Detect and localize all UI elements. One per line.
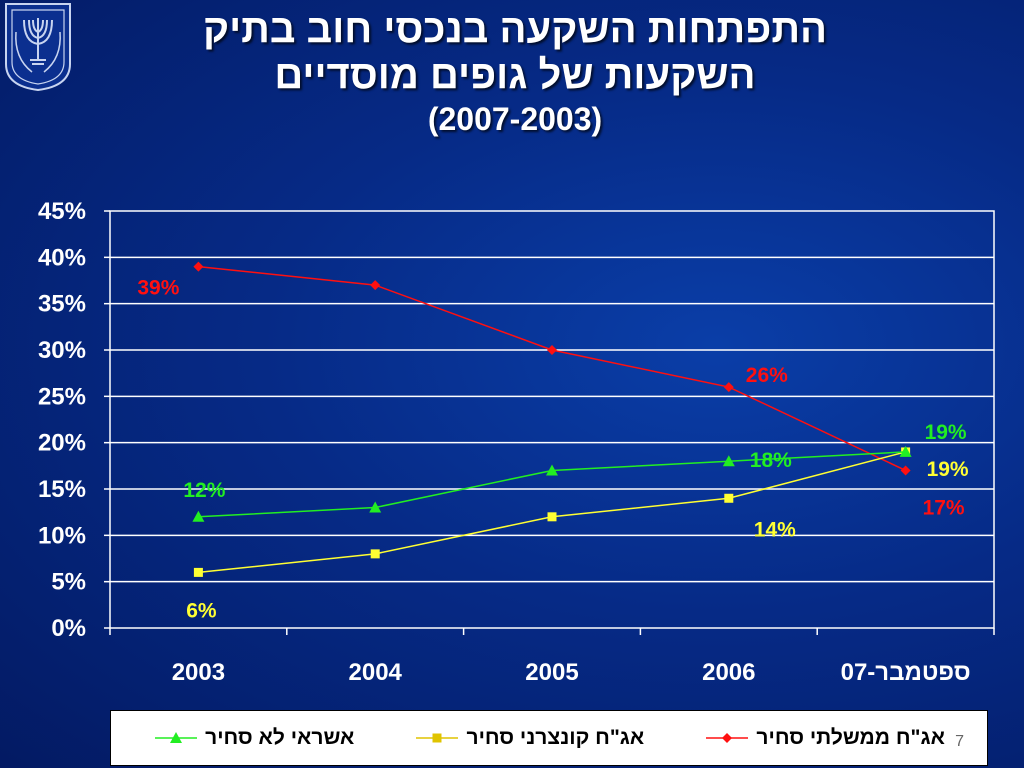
- data-point-0-0: [193, 261, 204, 272]
- slide-title: התפתחות השקעה בנכסי חוב בתיק השקעות של ג…: [110, 6, 920, 140]
- y-tick-label: 30%: [38, 337, 86, 364]
- y-tick-label: 45%: [38, 198, 86, 225]
- data-label-1-3: 14%: [754, 518, 796, 541]
- legend-key-0: [706, 733, 749, 743]
- series-line-2: [198, 451, 906, 518]
- data-label-2-4: 19%: [925, 421, 967, 444]
- data-point-1-3: [724, 493, 734, 503]
- data-point-0-2: [547, 345, 557, 355]
- y-tick-label: 40%: [38, 244, 86, 271]
- x-tick-label: 2006: [702, 659, 755, 686]
- chart-legend: אג"ח ממשלתי סחיר אג"ח קונצרני סחיר אשראי ל…: [110, 710, 988, 766]
- data-point-2-0: [192, 510, 205, 522]
- state-emblem: [5, 3, 71, 92]
- legend-label-1: אג"ח קונצרני סחיר: [466, 726, 645, 749]
- x-tick-label: 2005: [525, 659, 578, 686]
- data-label-0-0: 39%: [137, 277, 179, 300]
- plot-area: [109, 210, 995, 629]
- data-point-2-1: [369, 501, 382, 513]
- data-label-0-3: 26%: [746, 364, 788, 387]
- data-label-1-0: 6%: [186, 599, 217, 622]
- y-tick-label: 20%: [38, 430, 86, 457]
- y-tick-label: 0%: [51, 615, 86, 642]
- x-tick-label: 2003: [172, 659, 225, 686]
- data-point-0-1: [370, 280, 381, 291]
- data-point-1-2: [547, 512, 557, 522]
- y-tick-label: 10%: [38, 522, 86, 549]
- y-tick-label: 15%: [38, 476, 86, 503]
- title-line-2: השקעות של גופים מוסדיים: [274, 53, 756, 97]
- data-label-2-3: 18%: [750, 449, 792, 472]
- data-point-2-4: [899, 445, 912, 457]
- title-line-3: (2007-2003): [427, 101, 603, 137]
- data-point-1-0: [193, 567, 203, 577]
- data-label-2-0: 12%: [183, 479, 225, 502]
- title-line-1: התפתחות השקעה בנכסי חוב בתיק: [202, 7, 828, 51]
- legend-key-2: [155, 732, 198, 743]
- x-tick-label: 2004: [349, 659, 403, 686]
- legend-item-1: אג"ח קונצרני סחיר: [414, 726, 644, 750]
- legend-key-1: [416, 733, 459, 743]
- page-number: 7: [955, 733, 964, 750]
- legend-label-0: אג"ח ממשלתי סחיר: [756, 726, 945, 749]
- x-tick-label: ספטמבר-07: [841, 659, 971, 686]
- y-tick-label: 35%: [38, 291, 86, 318]
- data-label-1-4: 19%: [927, 458, 969, 481]
- legend-label-2: אשראי לא סחיר: [205, 726, 355, 749]
- series-line-0: [198, 265, 906, 472]
- data-point-1-1: [370, 549, 380, 559]
- data-point-2-3: [722, 455, 735, 467]
- data-point-2-2: [546, 464, 558, 476]
- y-tick-label: 5%: [51, 569, 86, 596]
- data-point-0-3: [723, 382, 734, 393]
- legend-item-0: אג"ח ממשלתי סחיר: [704, 726, 945, 750]
- data-point-0-4: [900, 465, 911, 476]
- y-tick-label: 25%: [38, 383, 86, 410]
- data-label-0-4: 17%: [923, 496, 965, 519]
- line-chart: 0% 5% 10% 15% 20% 25% 30% 35% 40% 45% 2003 2004 2005…: [38, 198, 995, 686]
- legend-item-2: אשראי לא סחיר: [153, 726, 354, 750]
